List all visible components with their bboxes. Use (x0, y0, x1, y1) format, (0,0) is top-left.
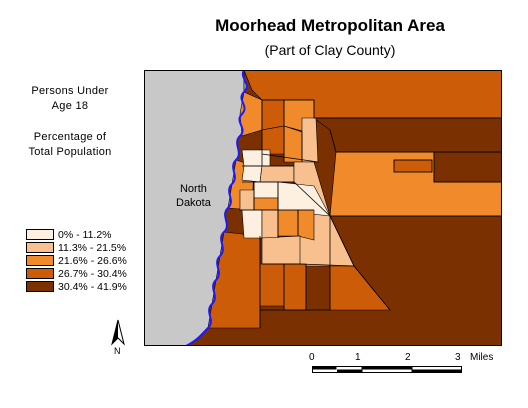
tract-south-1 (259, 263, 285, 307)
legend-label: 26.7% - 30.4% (58, 267, 127, 280)
legend-item: 26.7% - 30.4% (26, 267, 127, 280)
boundary-line (329, 129, 502, 153)
legend-swatch (26, 268, 54, 279)
legend-swatch (26, 255, 54, 266)
boundary-line (261, 153, 319, 163)
legend-item: 0% - 11.2% (26, 228, 127, 241)
region-label-line-2: Dakota (176, 197, 211, 209)
red-river (185, 70, 248, 346)
variable-label: Persons Under Age 18 (10, 84, 130, 114)
tract-mid-3 (277, 209, 299, 237)
north-dakota-label: North Dakota (176, 182, 211, 210)
tract-north-4 (283, 125, 303, 163)
tract-boundaries (240, 70, 502, 328)
tract-northeast (313, 117, 502, 153)
tract-mid-5 (261, 235, 301, 265)
boundary-line (293, 181, 391, 311)
tract-core-7 (239, 189, 255, 211)
scale-bar: 0 1 2 3 Miles (309, 352, 512, 382)
boundary-line (262, 99, 502, 119)
legend-swatch (26, 229, 54, 240)
measure-label: Percentage of Total Population (10, 130, 130, 160)
north-arrow-label: N (114, 346, 121, 356)
tract-north-1 (261, 99, 285, 131)
tract-north-3 (301, 117, 319, 163)
scale-unit: Miles (470, 352, 494, 363)
tract-river-north (239, 91, 263, 137)
tract-core-1 (241, 149, 271, 167)
tract-small-inset (393, 159, 433, 173)
map-frame (144, 70, 502, 346)
scale-bar-graphic (312, 366, 462, 373)
boundary-line (260, 216, 331, 311)
tract-east-right (433, 151, 502, 183)
choropleth-map (144, 70, 502, 346)
tract-mid-1 (241, 209, 263, 239)
measure-label-line-1: Percentage of (33, 131, 107, 143)
tract-mid-4 (297, 209, 315, 241)
map-title: Moorhead Metropolitan Area (215, 16, 445, 35)
legend-label: 0% - 11.2% (58, 228, 112, 241)
tract-core-8 (253, 197, 279, 211)
legend-item: 11.3% - 21.5% (26, 241, 127, 254)
tract-core-2 (241, 165, 263, 183)
variable-label-line-1: Persons Under (31, 85, 109, 97)
scale-tick-label: 3 (455, 352, 461, 363)
scale-tick-label: 2 (405, 352, 411, 363)
legend-label: 30.4% - 41.9% (58, 280, 127, 293)
legend-label: 21.6% - 26.6% (58, 254, 127, 267)
legend-item: 30.4% - 41.9% (26, 280, 127, 293)
boundary-line (433, 152, 502, 183)
variable-label-line-2: Age 18 (51, 100, 89, 112)
scale-tick-label: 0 (309, 352, 315, 363)
north-arrow-icon (111, 319, 125, 346)
legend-item: 21.6% - 26.6% (26, 254, 127, 267)
region-label-line-1: North (179, 183, 207, 195)
legend-swatch (26, 281, 54, 292)
measure-label-line-2: Total Population (28, 146, 112, 158)
map-subtitle: (Part of Clay County) (264, 42, 396, 58)
tract-core-5 (253, 181, 279, 199)
tract-core-3 (259, 165, 295, 183)
boundary-line (393, 159, 433, 173)
legend-swatch (26, 242, 54, 253)
tract-south-2 (283, 263, 307, 311)
tract-mid-2 (261, 209, 279, 239)
map-legend: 0% - 11.2% 11.3% - 21.5% 21.6% - 26.6% 2… (26, 228, 127, 293)
north-dakota-area (144, 70, 247, 346)
scale-tick-label: 1 (355, 352, 361, 363)
legend-label: 11.3% - 21.5% (58, 241, 127, 254)
boundary-line (262, 263, 355, 267)
